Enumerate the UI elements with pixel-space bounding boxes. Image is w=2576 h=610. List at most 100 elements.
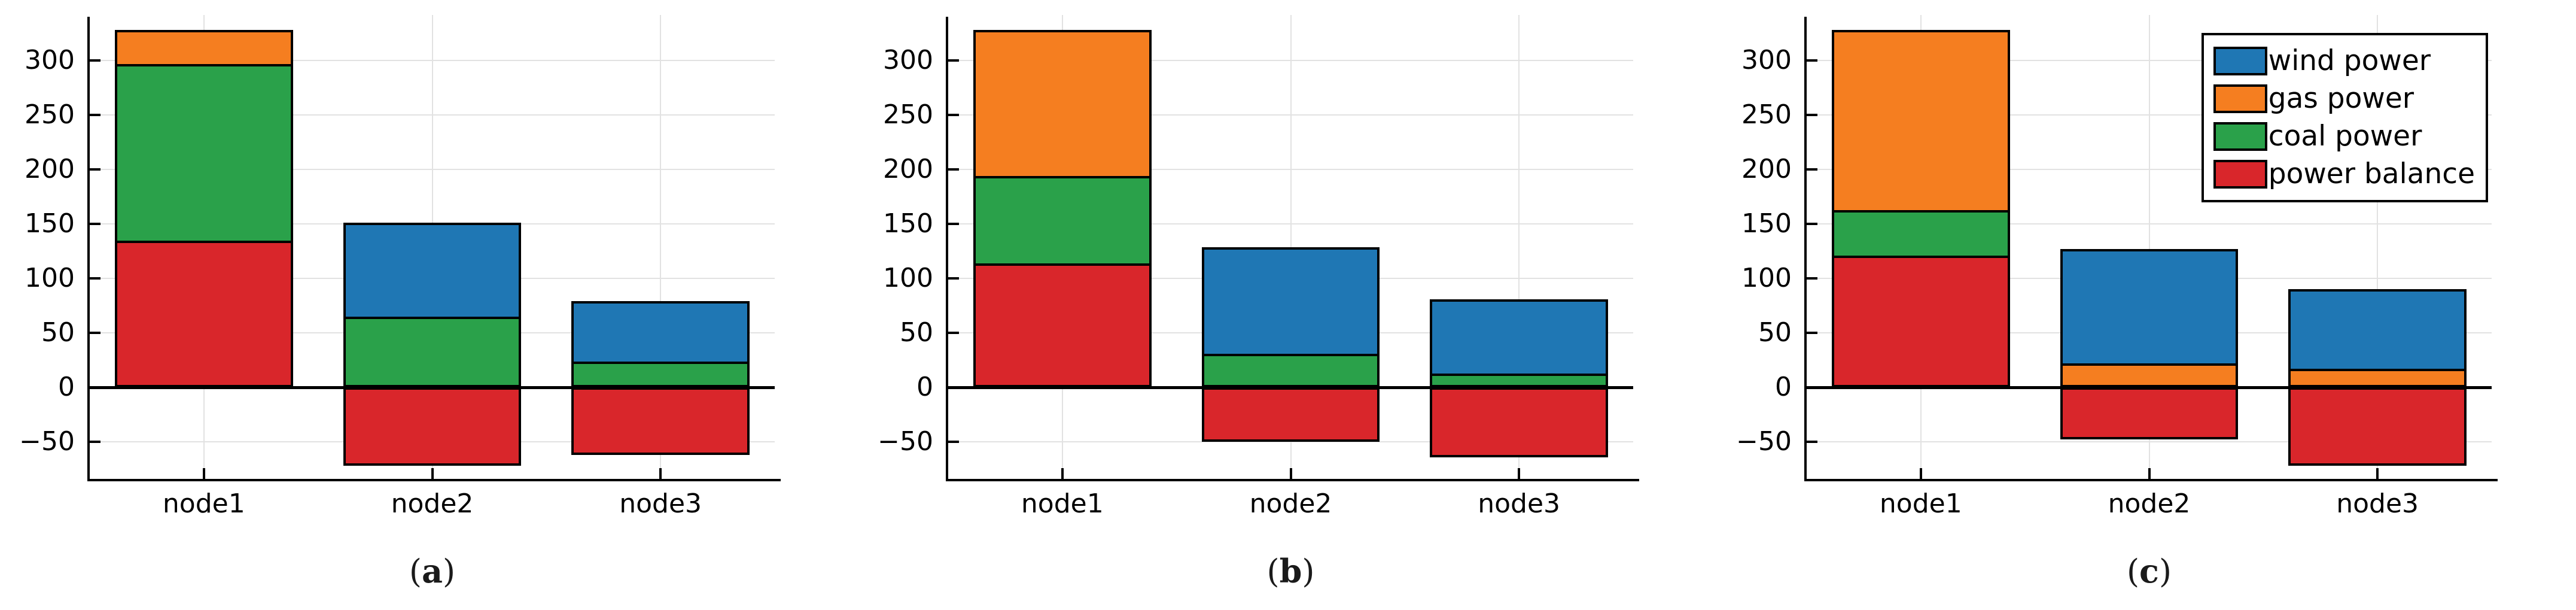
x-tick-node3 — [2376, 468, 2379, 479]
plot-area: 300 250 200 150 100 50 0 −50 node1 node2 node3 — [878, 15, 1639, 519]
bar-segment-node1-balance — [973, 263, 1152, 388]
y-tick-100 — [948, 277, 959, 280]
subfigure-c: 300 250 200 150 100 50 0 −50 node1 node2 node3 wind… — [1717, 0, 2575, 610]
bar-segment-node2-gas — [2060, 363, 2239, 388]
y-tick-label-250: 250 — [1741, 99, 1792, 131]
subfigure-caption: (a) — [90, 552, 775, 590]
bar-segment-node1-coal — [1831, 210, 2010, 259]
y-tick-100 — [90, 277, 101, 280]
subfigure-caption: (b) — [948, 552, 1633, 590]
subfigure-a: 300 250 200 150 100 50 0 −50 node1 node2 node3 (a) — [0, 0, 858, 610]
legend-label-wind: wind power — [2268, 44, 2431, 77]
legend-item-balance: power balance — [2213, 158, 2475, 190]
y-tick-300 — [90, 59, 101, 62]
bar-segment-node2-wind — [2060, 249, 2239, 366]
legend: wind power gas power coal power power balan… — [2201, 33, 2488, 202]
y-tick-label-150: 150 — [883, 208, 933, 239]
y-tick-250 — [90, 114, 101, 117]
y-tick-200 — [1807, 168, 1817, 171]
gridline-x-node3 — [1518, 15, 1520, 479]
y-axis-spine — [87, 17, 90, 481]
coal-swatch — [2213, 122, 2267, 151]
caption-close-paren: ) — [2158, 553, 2172, 590]
caption-letter: c — [2139, 552, 2159, 590]
y-tick-150 — [90, 223, 101, 226]
x-tick-node1 — [1919, 468, 1922, 479]
bar-segment-node3-coal — [571, 361, 750, 388]
legend-label-gas: gas power — [2268, 82, 2414, 115]
x-tick-label-node2: node2 — [391, 488, 474, 519]
y-tick-label-100: 100 — [883, 263, 933, 294]
y-tick-100 — [1807, 277, 1817, 280]
x-tick-label-node2: node2 — [2108, 488, 2191, 519]
bar-segment-node3-wind — [1430, 299, 1608, 376]
bar-segment-node2-coal — [1201, 353, 1380, 388]
x-tick-node1 — [202, 468, 205, 479]
gridline-x-node3 — [2377, 15, 2379, 479]
bar-segment-node3-balance — [2288, 387, 2467, 466]
x-tick-node2 — [2148, 468, 2151, 479]
caption-letter: a — [422, 552, 443, 590]
y-tick-label-50: 50 — [900, 317, 933, 348]
subfigure-b: 300 250 200 150 100 50 0 −50 node1 node2 node3 (b) — [858, 0, 1717, 610]
gridline-x-node3 — [660, 15, 662, 479]
y-tick-200 — [948, 168, 959, 171]
y-tick-300 — [1807, 59, 1817, 62]
bar-segment-node1-coal — [114, 63, 293, 243]
y-tick-150 — [1807, 223, 1817, 226]
y-tick-label-300: 300 — [883, 45, 933, 76]
bar-segment-node2-balance — [343, 387, 522, 466]
y-tick-label-0: 0 — [58, 372, 75, 403]
caption-open-paren: ( — [1266, 553, 1280, 590]
x-axis-spine — [1804, 479, 2498, 481]
caption-open-paren: ( — [409, 553, 422, 590]
zero-line — [1804, 386, 2492, 390]
x-tick-node1 — [1061, 468, 1064, 479]
x-tick-node3 — [1518, 468, 1521, 479]
bar-segment-node3-wind — [2288, 289, 2467, 372]
subfigure-caption: (c) — [1807, 552, 2492, 590]
bar-segment-node1-gas — [1831, 30, 2010, 213]
y-tick-label-150: 150 — [25, 208, 75, 239]
legend-item-gas: gas power — [2213, 83, 2475, 115]
wind-swatch — [2213, 47, 2267, 75]
bar-segment-node1-gas — [973, 30, 1152, 179]
y-axis-spine — [1804, 17, 1807, 481]
gridline-x-node2 — [2148, 15, 2150, 479]
x-tick-label-node1: node1 — [1021, 488, 1104, 519]
y-tick-label-0: 0 — [1775, 372, 1792, 403]
y-tick-label-50: 50 — [41, 317, 75, 348]
y-tick-label-100: 100 — [25, 263, 75, 294]
x-axis-spine — [946, 479, 1639, 481]
x-tick-label-node2: node2 — [1249, 488, 1332, 519]
bar-segment-node1-gas — [114, 30, 293, 66]
bar-segment-node2-wind — [343, 223, 522, 319]
y-tick-label-50: 50 — [1758, 317, 1792, 348]
y-tick-label-200: 200 — [1741, 154, 1792, 185]
y-tick--50 — [948, 441, 959, 444]
bar-segment-node3-balance — [571, 387, 750, 455]
x-tick-label-node3: node3 — [2336, 488, 2419, 519]
x-axis-spine — [87, 479, 781, 481]
legend-item-coal: coal power — [2213, 120, 2475, 153]
y-tick-50 — [948, 332, 959, 335]
bar-segment-node1-balance — [1831, 256, 2010, 388]
caption-letter: b — [1279, 552, 1302, 590]
y-tick-label-0: 0 — [916, 372, 933, 403]
y-tick-150 — [948, 223, 959, 226]
x-tick-node2 — [1289, 468, 1292, 479]
y-tick--50 — [90, 441, 101, 444]
y-tick-250 — [948, 114, 959, 117]
caption-open-paren: ( — [2126, 553, 2140, 590]
bar-segment-node3-gas — [2288, 369, 2467, 388]
gas-swatch — [2213, 84, 2267, 113]
caption-close-paren: ) — [1302, 553, 1315, 590]
bar-segment-node2-coal — [343, 316, 522, 388]
bar-segment-node1-coal — [973, 176, 1152, 266]
y-tick-label--50: −50 — [878, 426, 933, 457]
legend-item-wind: wind power — [2213, 45, 2475, 77]
plot-area: 300 250 200 150 100 50 0 −50 node1 node2 node3 wind… — [1736, 15, 2498, 519]
zero-line — [87, 386, 775, 390]
legend-label-balance: power balance — [2268, 157, 2475, 190]
